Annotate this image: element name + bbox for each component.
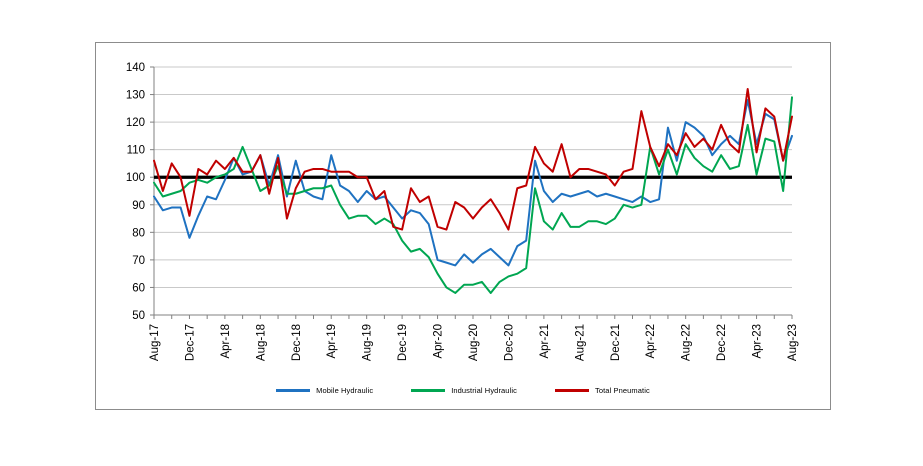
chart-frame: 50 60 70 80 90 100 110 120 130 140 Aug-17 Dec-17 Apr…	[95, 42, 831, 410]
chart-legend: Mobile Hydraulic Industrial Hydraulic To…	[96, 383, 830, 397]
x-tick-label: Aug-17	[149, 324, 161, 361]
line-chart: 50 60 70 80 90 100 110 120 130 140 Aug-17 Dec-17 Apr…	[126, 62, 799, 361]
x-tick-label: Dec-18	[291, 324, 303, 361]
x-tick-label: Dec-17	[184, 324, 196, 361]
x-tick-label: Apr-21	[539, 324, 551, 359]
legend-item-industrial-hydraulic: Industrial Hydraulic	[411, 386, 517, 395]
legend-label-total-pneumatic: Total Pneumatic	[594, 385, 650, 395]
series-line-2	[153, 88, 793, 231]
legend-item-total-pneumatic: Total Pneumatic	[554, 385, 650, 395]
x-tick-label: Aug-22	[681, 324, 693, 361]
y-tick-label: 60	[132, 282, 145, 294]
legend-item-mobile-hydraulic: Mobile Hydraulic	[276, 386, 373, 395]
series-line-0	[153, 99, 793, 267]
x-tick-label: Dec-20	[503, 324, 515, 361]
x-tick-label: Aug-21	[574, 324, 586, 361]
y-tick-label: 130	[126, 90, 145, 102]
legend-label-mobile-hydraulic: Mobile Hydraulic	[316, 385, 374, 395]
x-tick-label: Aug-19	[362, 324, 374, 361]
legend-swatch-total-pneumatic	[554, 388, 589, 392]
x-tick-label: Apr-18	[220, 324, 232, 359]
y-tick-label: 90	[132, 200, 145, 212]
x-tick-label: Apr-22	[645, 324, 657, 359]
x-tick-label: Dec-19	[397, 324, 409, 361]
series-line-1	[153, 96, 793, 294]
legend-swatch-industrial-hydraulic	[411, 388, 446, 392]
x-tick-label: Apr-20	[433, 324, 445, 359]
x-tick-label: Dec-22	[716, 324, 728, 361]
y-tick-label: 120	[126, 117, 145, 129]
x-tick-label: Aug-20	[468, 324, 480, 361]
legend-label-industrial-hydraulic: Industrial Hydraulic	[451, 385, 517, 395]
y-tick-label: 70	[132, 255, 145, 267]
y-tick-label: 80	[132, 227, 145, 239]
y-tick-label: 50	[132, 310, 145, 322]
x-tick-label: Dec-21	[610, 324, 622, 361]
y-tick-label: 100	[126, 172, 145, 184]
x-tick-label: Aug-18	[255, 324, 267, 361]
x-tick-label: Apr-23	[752, 324, 764, 359]
y-tick-label: 110	[127, 145, 145, 157]
legend-swatch-mobile-hydraulic	[276, 388, 311, 392]
y-tick-label: 140	[126, 62, 145, 74]
x-tick-label: Aug-23	[787, 324, 799, 361]
x-tick-label: Apr-19	[326, 324, 338, 359]
